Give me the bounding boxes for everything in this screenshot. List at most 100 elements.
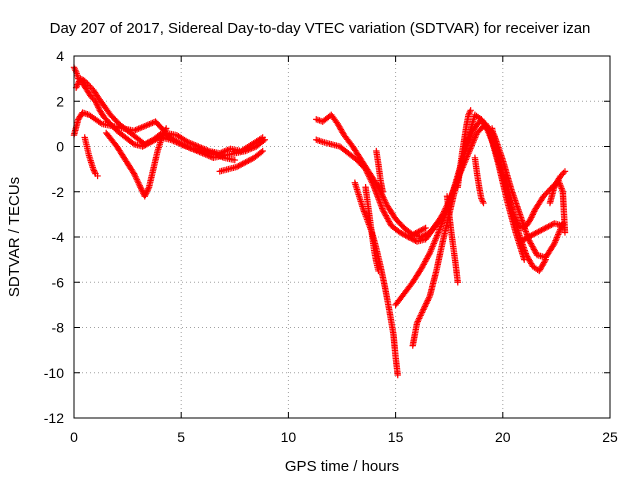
data-point [181,142,188,149]
data-point [92,98,99,105]
data-point [561,168,569,175]
data-point [533,229,541,236]
data-point [94,102,101,109]
data-point [72,67,79,74]
data-point [423,298,431,306]
data-point [467,107,474,114]
data-point [528,232,535,239]
x-tick-label: 10 [281,429,297,445]
data-point [538,227,545,234]
data-point [136,124,144,132]
data-point [204,152,211,159]
data-point [249,144,257,151]
y-tick-label: -6 [52,274,65,290]
data-point [258,148,265,156]
data-point [73,82,81,90]
data-point [132,174,140,182]
y-axis-label: SDTVAR / TECUs [6,177,23,297]
data-point [142,140,150,147]
data-point [90,167,98,174]
data-point [418,310,425,318]
data-point [191,146,199,154]
data-point [145,138,153,146]
data-point [557,172,564,180]
data-point [402,232,409,239]
data-point [543,223,551,231]
data-point [236,162,244,169]
series-arc-16 [454,107,474,191]
x-axis-label: GPS time / hours [285,458,399,475]
data-point [143,122,150,129]
data-point [260,137,267,145]
data-point [539,226,547,233]
data-point [408,235,415,242]
data-point [135,181,143,188]
data-point [418,227,425,234]
data-point [242,159,249,166]
y-tick-label: -12 [44,410,64,426]
series-arc-14 [405,120,567,261]
series-arc-15 [443,193,461,286]
data-point [75,79,82,87]
data-point [394,371,401,379]
data-point [71,65,78,73]
data-point [422,224,429,232]
data-point [548,221,555,229]
data-point [144,139,151,146]
data-point [513,217,520,224]
data-point [92,99,100,106]
data-point [512,215,519,223]
data-point [526,233,534,240]
data-point [246,156,254,164]
data-point [240,159,248,167]
data-point [546,222,554,229]
data-point [466,110,473,117]
y-tick-label: 4 [56,48,64,64]
data-point [141,193,148,200]
data-point [520,223,527,231]
data-point [245,157,252,165]
series-arc-19 [516,220,567,245]
data-point [233,163,241,171]
data-point [398,230,405,237]
data-point [375,267,382,275]
data-point [91,168,98,176]
data-point [380,194,387,201]
data-point [178,141,185,148]
data-point [425,294,433,301]
data-point [158,134,166,141]
data-point [541,225,548,232]
data-point [144,187,151,194]
data-point [179,141,186,149]
data-point [93,101,101,108]
x-tick-label: 20 [495,429,511,445]
data-point [425,295,432,303]
data-point [248,156,255,163]
data-point [440,209,447,217]
data-point [421,303,429,310]
data-point [77,75,84,82]
data-point [416,227,424,235]
x-tick-label: 0 [70,429,78,445]
data-point [138,187,146,194]
data-point [94,172,101,180]
data-point [82,79,90,86]
data-point [480,199,487,207]
data-point [202,151,209,158]
data-point [188,145,196,152]
data-point [239,160,246,168]
data-point [135,125,142,132]
data-point [523,234,531,241]
data-point [414,318,421,325]
series-arc-5 [102,125,170,200]
data-point [162,125,170,132]
data-point [532,230,539,237]
data-point [160,129,168,137]
data-point [400,231,408,238]
data-point [160,131,167,138]
series-arc-3 [72,75,269,162]
series-arc-8 [313,111,442,241]
data-point [399,230,406,238]
data-point [543,190,550,197]
data-point [479,198,486,205]
